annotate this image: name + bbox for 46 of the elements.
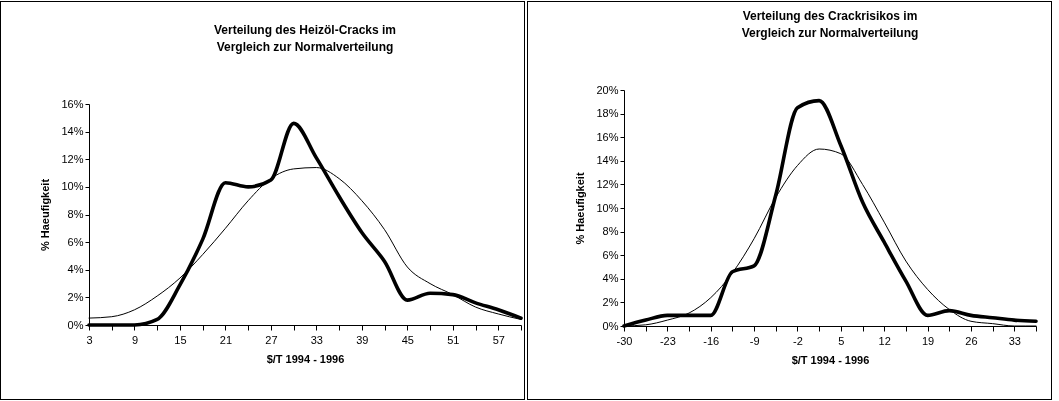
x-tick-label: 33 [1008, 334, 1021, 347]
x-axis-title: $/T 1994 - 1996 [266, 352, 345, 365]
y-tick-label: 16% [61, 97, 84, 110]
y-tick-label: 6% [67, 235, 84, 248]
x-tick-label: 9 [131, 333, 139, 346]
y-tick-label: 14% [596, 154, 619, 167]
y-tick-label: 4% [602, 272, 619, 285]
x-tick-label: 15 [174, 333, 187, 346]
x-tick-label: -30 [616, 334, 633, 347]
y-tick-label: 8% [67, 208, 84, 220]
x-tick-label: -23 [659, 334, 676, 347]
chart-title: Verteilung des Crackrisikos im Vergleich zur Normalverteilung [741, 9, 919, 40]
y-tick-label: 18% [596, 107, 619, 120]
y-tick-label: 6% [602, 248, 619, 261]
x-tick-label: 51 [447, 333, 460, 346]
x-tick-label: 27 [265, 333, 278, 346]
y-tick-label: 16% [596, 130, 619, 143]
x-tick-label: 19 [921, 334, 935, 347]
y-tick-label: 14% [61, 125, 84, 138]
y-tick-label: 0% [602, 319, 619, 332]
chart-title: Verteilung des Heizöl-Cracks im Vergleich zur Normalverteilung [213, 23, 397, 54]
y-tick-label: 12% [61, 152, 84, 165]
x-tick-label: 33 [310, 333, 323, 346]
y-axis-title: % Haeufigkeit [574, 172, 587, 245]
x-tick-label: 21 [219, 333, 233, 346]
y-tick-label: 8% [602, 225, 619, 238]
y-tick-label: 2% [67, 290, 84, 303]
y-tick-label: 2% [602, 295, 619, 308]
x-tick-label: 26 [965, 334, 978, 347]
x-tick-label: -9 [749, 334, 760, 347]
y-axis-title: % Haeufigkeit [39, 178, 52, 252]
x-tick-label: -2 [793, 334, 803, 347]
x-tick-label: 5 [838, 334, 845, 347]
y-tick-label: 10% [61, 180, 84, 193]
x-tick-label: 57 [492, 333, 505, 346]
y-tick-label: 0% [67, 318, 84, 331]
x-tick-label: 12 [878, 334, 891, 347]
x-tick-label: 3 [86, 333, 93, 346]
x-tick-label: -16 [703, 334, 720, 347]
x-tick-label: 45 [401, 333, 414, 346]
x-tick-label: 39 [356, 333, 369, 346]
y-tick-label: 20% [596, 83, 619, 96]
y-tick-label: 4% [67, 263, 84, 276]
y-tick-label: 10% [596, 201, 619, 214]
x-axis-title: $/T 1994 - 1996 [791, 353, 870, 366]
y-tick-label: 12% [596, 177, 619, 190]
